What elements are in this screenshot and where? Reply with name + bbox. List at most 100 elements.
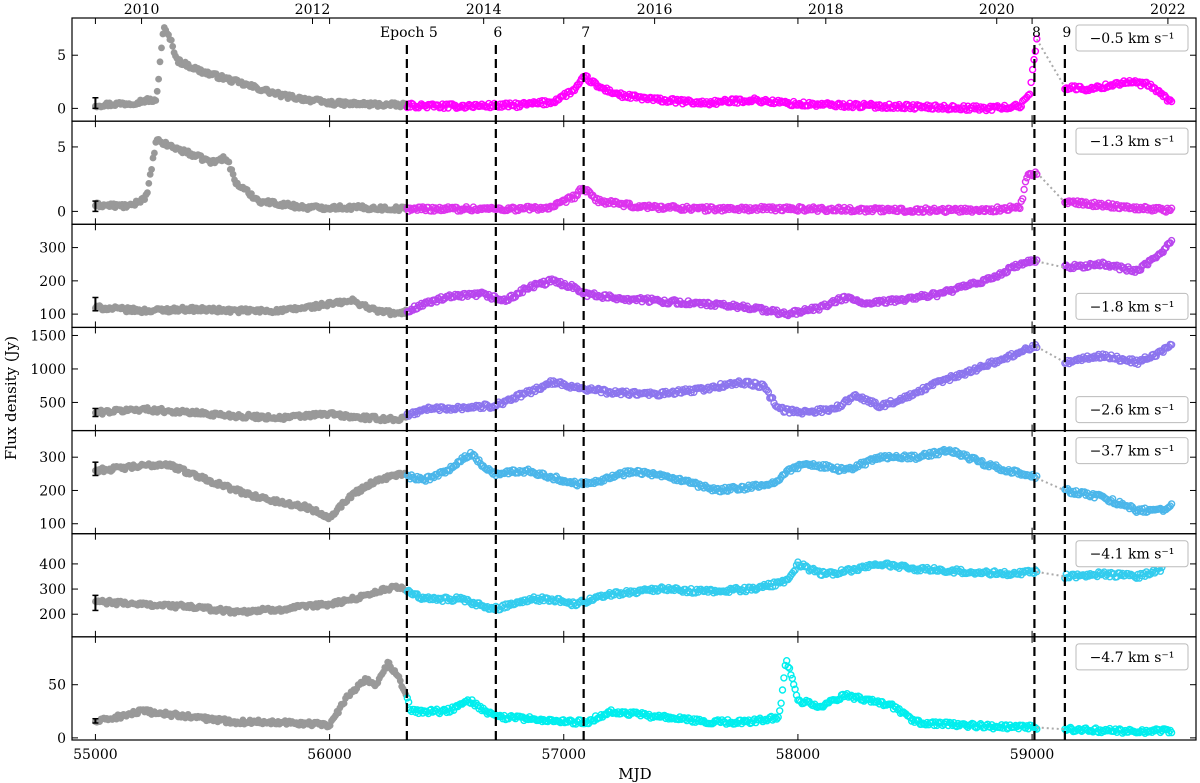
y-tick-label: 200 [39, 483, 66, 499]
observation-marker [156, 58, 164, 66]
observation-marker [225, 158, 233, 166]
observation-marker [724, 303, 732, 311]
y-tick-label: 500 [39, 395, 66, 411]
observation-marker [569, 191, 577, 199]
observation-marker [476, 404, 485, 413]
y-tick-label: 5 [57, 48, 66, 64]
y-tick-label: 0 [57, 101, 66, 117]
velocity-label: −2.6 km s⁻¹ [1090, 403, 1175, 419]
observation-marker [482, 465, 490, 473]
observation-markers-6 [92, 550, 1176, 617]
observation-marker [1019, 195, 1027, 203]
observation-marker [672, 475, 680, 483]
observation-marker [169, 43, 177, 50]
observation-marker [1156, 567, 1165, 575]
observation-marker [1096, 569, 1104, 577]
y-tick-label: 400 [39, 557, 66, 573]
velocity-legend: −3.7 km s⁻¹ [1075, 437, 1189, 465]
y-tick-label: 1500 [30, 328, 66, 344]
observation-marker [466, 599, 475, 607]
error-bar [92, 200, 99, 213]
observation-marker [1065, 263, 1073, 271]
observation-marker [1167, 204, 1176, 212]
velocity-legend: −2.6 km s⁻¹ [1075, 396, 1189, 424]
observation-marker [811, 568, 819, 576]
observation-marker [1016, 103, 1024, 112]
observation-marker [1138, 78, 1146, 87]
observation-marker [148, 166, 156, 173]
observation-marker [719, 487, 728, 495]
gap-connector [1036, 345, 1066, 364]
observation-marker [1033, 35, 1041, 43]
observation-marker [1089, 202, 1097, 211]
observation-marker [448, 203, 456, 212]
y-tick-label: 0 [57, 204, 66, 220]
observation-marker [1024, 91, 1033, 100]
observation-marker [1020, 185, 1028, 194]
y-tick-label: 300 [39, 582, 66, 598]
observation-marker [443, 708, 451, 717]
observation-marker [475, 456, 483, 464]
velocity-label: −0.5 km s⁻¹ [1090, 31, 1175, 47]
velocity-legend: −0.5 km s⁻¹ [1075, 24, 1189, 52]
velocity-label: −1.8 km s⁻¹ [1090, 299, 1175, 315]
y-tick-label: 200 [39, 607, 66, 623]
observation-marker [1025, 90, 1034, 98]
observation-marker [1167, 500, 1176, 508]
observation-marker [1000, 268, 1009, 276]
observation-marker [1135, 357, 1144, 365]
observation-marker [152, 97, 160, 104]
panel-7: 050−4.7 km s⁻¹ [48, 636, 1197, 747]
error-bar [92, 296, 99, 312]
y-tick-label: 300 [39, 450, 66, 466]
observation-marker [1106, 82, 1114, 90]
observation-marker [1021, 177, 1030, 186]
observation-marker [917, 290, 926, 299]
observation-marker [955, 208, 964, 216]
y-tick-label: 300 [39, 241, 66, 257]
observation-marker [1110, 261, 1118, 270]
panel-5: 100 200 300 −3.7 km s⁻¹ [39, 429, 1197, 535]
y-tick-label: 100 [39, 307, 66, 323]
observation-marker [1028, 258, 1037, 266]
error-bar [92, 407, 99, 418]
velocity-legend: −1.3 km s⁻¹ [1075, 127, 1189, 155]
observation-marker [812, 566, 820, 575]
observation-marker [568, 195, 576, 203]
observation-marker [745, 98, 753, 106]
observation-marker [999, 269, 1007, 277]
observation-marker [1139, 261, 1148, 269]
observation-marker [701, 207, 709, 215]
observation-marker [621, 200, 629, 208]
observation-marker [1028, 65, 1037, 74]
observation-marker [335, 709, 342, 717]
observation-marker [552, 378, 560, 387]
y-tick-label: 100 [39, 517, 66, 533]
gap-connector [1036, 477, 1066, 492]
error-bar [92, 96, 99, 110]
observation-marker [767, 480, 775, 488]
observation-marker [405, 698, 413, 706]
observation-marker [1000, 355, 1009, 363]
observation-markers-1 [92, 24, 1176, 115]
velocity-label: −1.3 km s⁻¹ [1090, 134, 1175, 150]
observation-markers-7 [92, 657, 1176, 737]
observation-marker [1012, 204, 1020, 212]
observation-marker [981, 568, 989, 576]
observation-marker [158, 44, 165, 52]
observation-marker [573, 191, 581, 200]
observation-marker [1025, 471, 1034, 479]
observation-markers-2 [92, 136, 1176, 217]
error-bar [92, 461, 99, 477]
observation-marker [774, 403, 782, 411]
observation-marker [438, 100, 447, 108]
observation-marker [790, 567, 798, 576]
observation-marker [1025, 569, 1034, 577]
velocity-label: −3.7 km s⁻¹ [1090, 444, 1175, 460]
observation-marker [1167, 341, 1176, 349]
observation-marker [145, 180, 153, 187]
observation-marker [832, 569, 840, 577]
observation-marker [827, 298, 836, 306]
observation-marker [471, 452, 479, 460]
